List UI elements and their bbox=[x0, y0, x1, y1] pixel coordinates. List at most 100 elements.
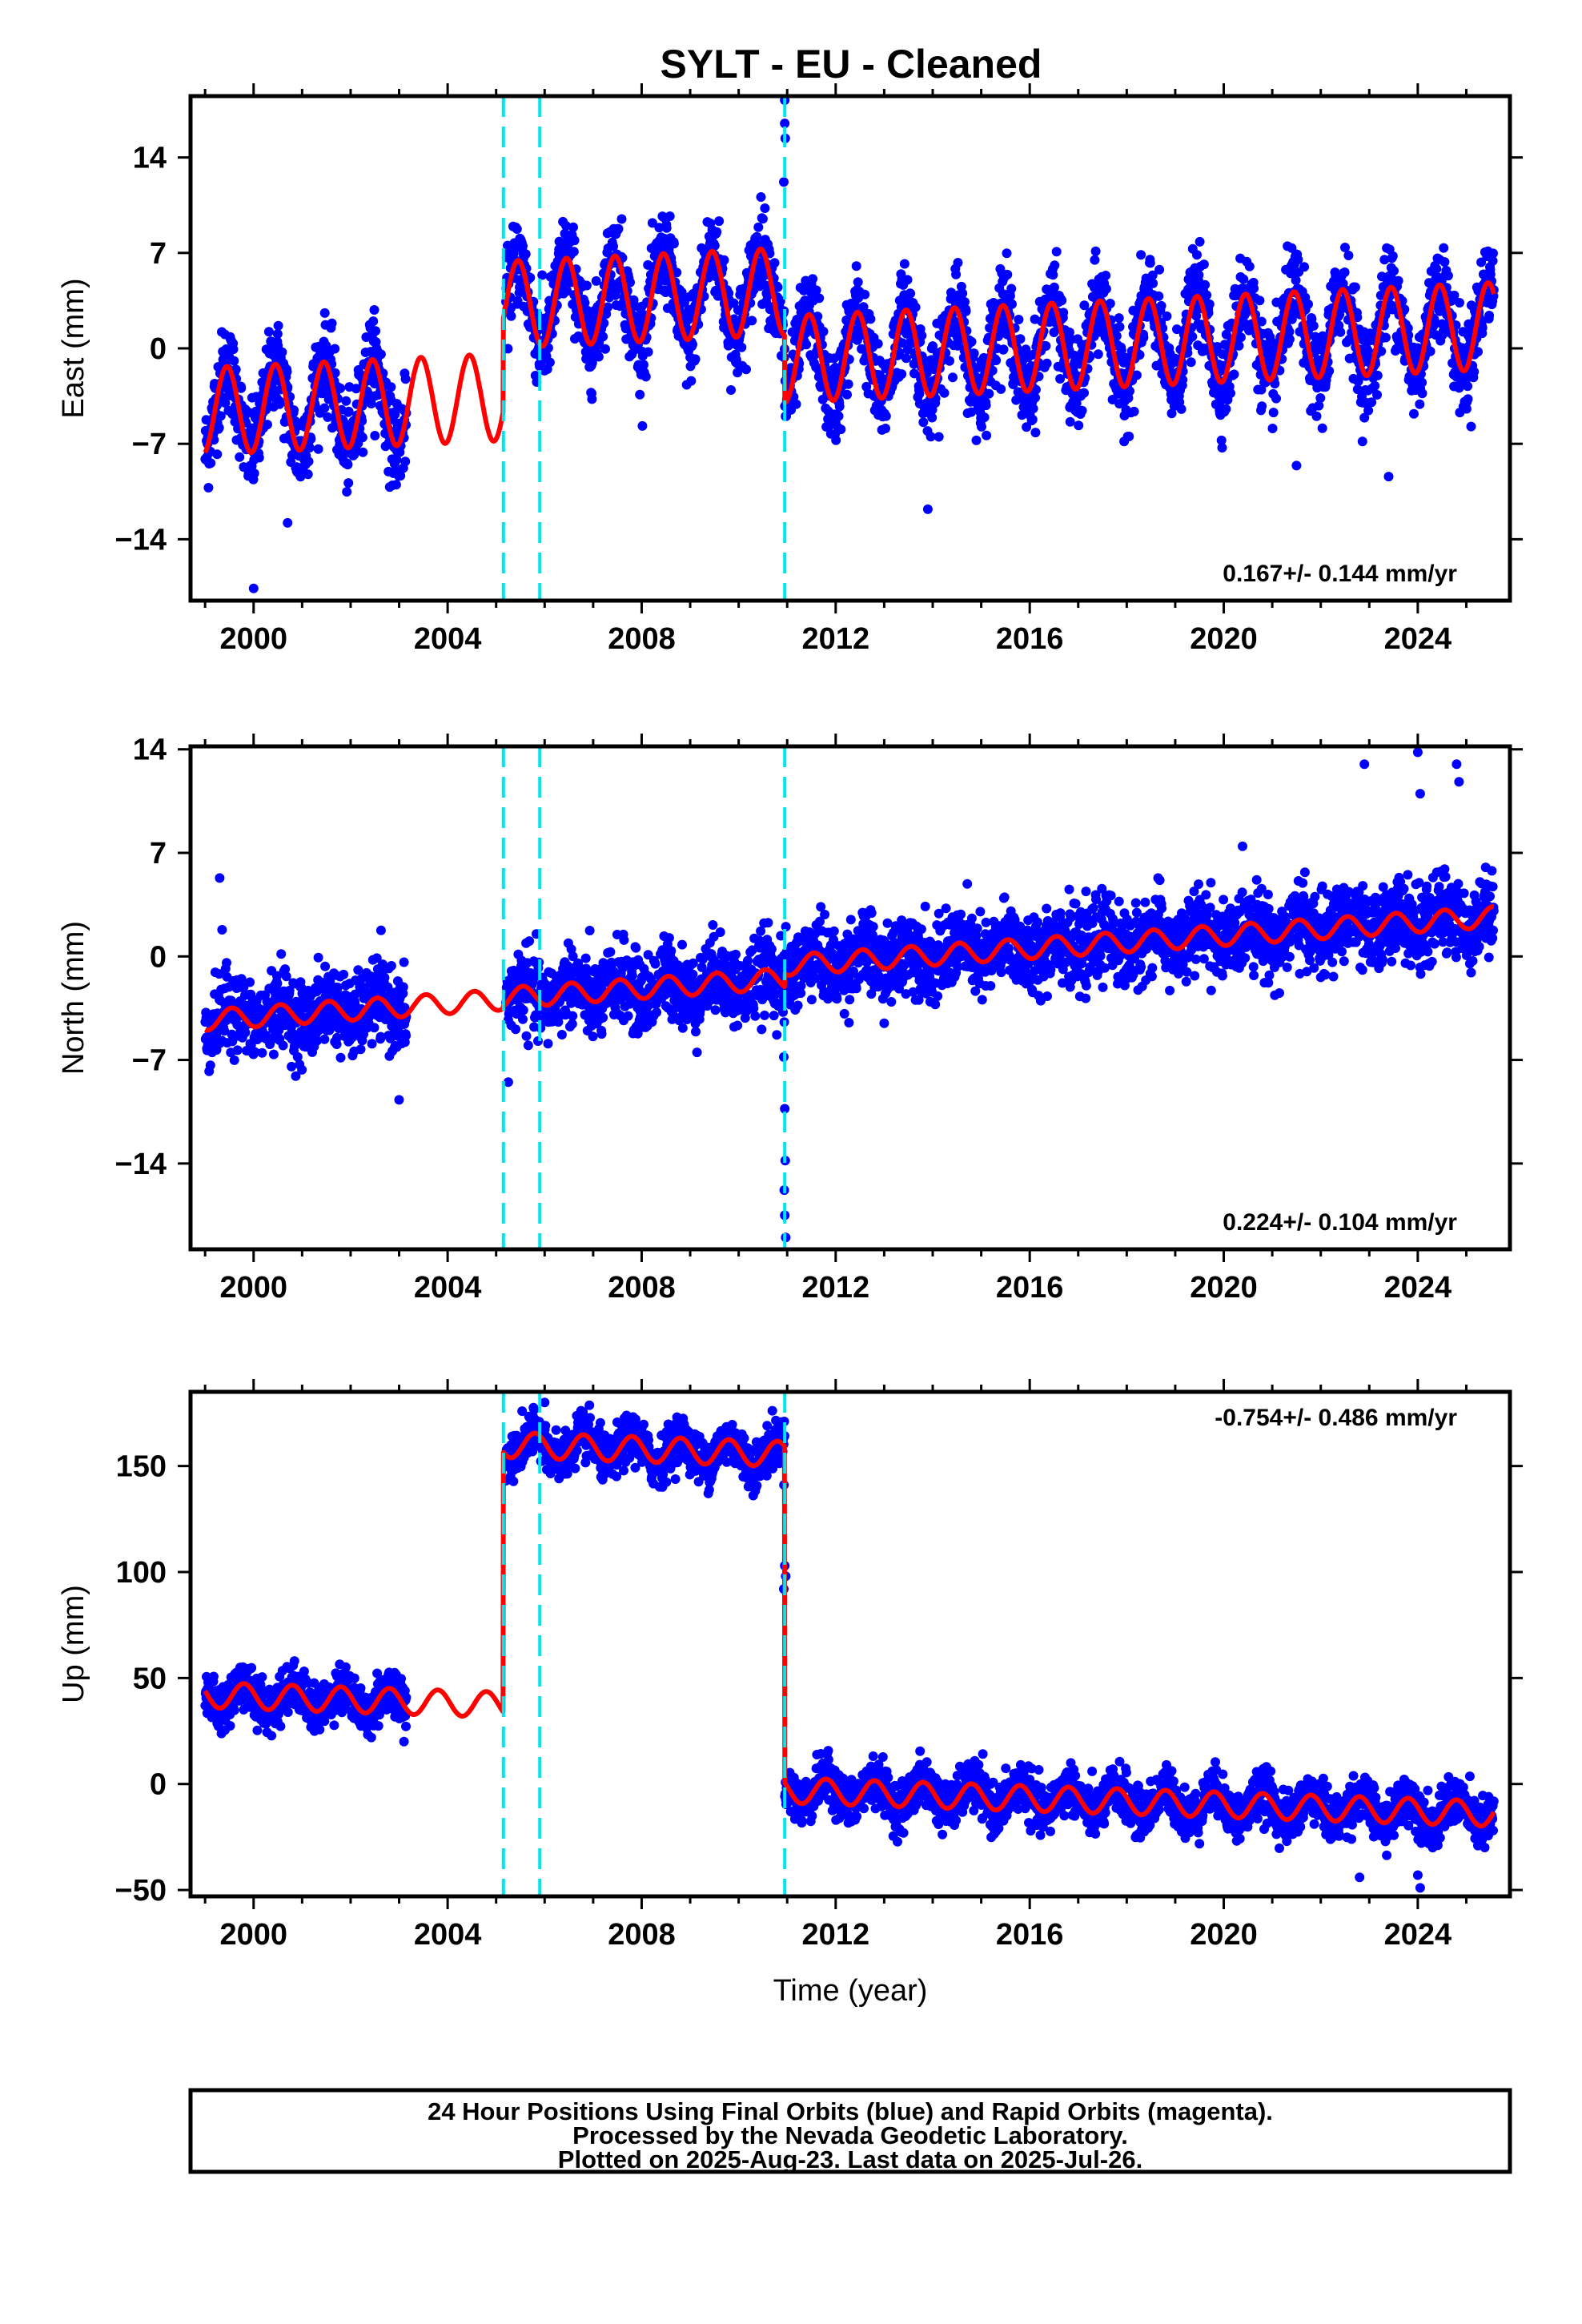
observation-point bbox=[1195, 236, 1205, 247]
observation-point bbox=[235, 452, 245, 462]
observation-point bbox=[1372, 390, 1382, 400]
observation-point bbox=[249, 468, 259, 479]
observation-point bbox=[201, 415, 211, 425]
observation-point bbox=[982, 430, 992, 440]
observation-point bbox=[1124, 432, 1134, 441]
observation-point bbox=[712, 227, 722, 237]
observation-point bbox=[1477, 323, 1488, 333]
observation-point bbox=[512, 224, 522, 234]
observation-point bbox=[1217, 443, 1227, 453]
observation-point bbox=[357, 432, 367, 443]
observation-point bbox=[1156, 300, 1166, 311]
observation-point bbox=[518, 1005, 528, 1015]
observation-point bbox=[319, 403, 330, 413]
observation-point bbox=[1065, 416, 1075, 427]
observation-point bbox=[733, 368, 743, 378]
observation-point bbox=[1380, 332, 1391, 343]
observation-point bbox=[518, 241, 528, 251]
observation-point bbox=[1431, 263, 1442, 274]
observation-point bbox=[1221, 404, 1231, 414]
observation-point bbox=[231, 364, 241, 375]
observation-point bbox=[640, 372, 651, 382]
observation-point bbox=[958, 288, 968, 299]
observation-point bbox=[561, 221, 572, 231]
observation-point bbox=[367, 1039, 377, 1049]
observation-point bbox=[581, 280, 592, 291]
observation-point bbox=[343, 460, 353, 470]
observation-point bbox=[1042, 358, 1052, 368]
observation-point bbox=[603, 302, 613, 312]
observation-point bbox=[1463, 394, 1473, 404]
observation-point bbox=[1101, 283, 1111, 294]
observation-point bbox=[215, 411, 226, 421]
observation-point bbox=[1339, 267, 1350, 277]
observation-point bbox=[1256, 316, 1267, 327]
observation-point bbox=[1299, 262, 1310, 272]
observation-point bbox=[769, 258, 780, 268]
panels-container: 2000 2004 2008 2012 2016 2020 2024−14−70714Eas… bbox=[57, 83, 1523, 2008]
observation-point bbox=[1267, 424, 1278, 433]
observation-point bbox=[981, 400, 991, 411]
observation-point bbox=[1049, 282, 1059, 292]
observation-point bbox=[677, 1023, 688, 1033]
observation-point bbox=[297, 1064, 307, 1075]
observation-point bbox=[537, 270, 548, 280]
observation-point bbox=[588, 1031, 598, 1042]
observation-point bbox=[1425, 346, 1435, 356]
observation-point bbox=[741, 364, 751, 375]
observation-point bbox=[568, 1011, 578, 1021]
observation-point bbox=[1417, 388, 1427, 399]
observation-point bbox=[686, 376, 697, 386]
observation-point bbox=[1200, 279, 1211, 290]
observation-point bbox=[353, 965, 363, 975]
observation-point bbox=[996, 384, 1006, 394]
observation-point bbox=[203, 483, 214, 493]
outlier-point bbox=[1383, 472, 1394, 482]
observation-point bbox=[512, 296, 523, 306]
observation-point bbox=[1409, 408, 1419, 419]
observation-point bbox=[1194, 270, 1204, 280]
observation-point bbox=[761, 280, 771, 291]
outlier-point bbox=[757, 214, 768, 224]
observation-point bbox=[1129, 406, 1139, 416]
observation-point bbox=[639, 360, 648, 370]
observation-point bbox=[613, 223, 624, 234]
observation-point bbox=[1002, 248, 1012, 259]
observation-point bbox=[664, 933, 674, 943]
observation-point bbox=[1439, 243, 1449, 253]
observation-point bbox=[1239, 274, 1249, 284]
observation-point bbox=[691, 1027, 701, 1037]
observation-point bbox=[752, 231, 762, 242]
observation-point bbox=[834, 401, 845, 412]
observation-point bbox=[1255, 296, 1265, 306]
x-tick-label: 2012 bbox=[802, 622, 870, 656]
observation-point bbox=[953, 258, 963, 267]
observation-point bbox=[860, 289, 870, 300]
observation-point bbox=[391, 480, 401, 490]
observation-point bbox=[520, 249, 531, 259]
observation-point bbox=[236, 974, 247, 984]
observation-point bbox=[521, 1031, 532, 1041]
observation-point bbox=[276, 949, 287, 959]
observation-point bbox=[843, 379, 853, 389]
observation-point bbox=[523, 1040, 533, 1051]
observation-point bbox=[623, 1011, 633, 1021]
observation-point bbox=[524, 936, 535, 947]
observation-point bbox=[1488, 248, 1498, 259]
observation-point bbox=[977, 421, 986, 432]
observation-point bbox=[635, 389, 645, 400]
observation-point bbox=[801, 340, 812, 350]
y-tick-label: −7 bbox=[132, 428, 167, 461]
observation-point bbox=[643, 347, 653, 357]
observation-point bbox=[709, 240, 720, 251]
observation-point bbox=[951, 269, 962, 279]
observation-point bbox=[934, 432, 944, 442]
observation-point bbox=[1268, 408, 1279, 418]
observation-point bbox=[289, 405, 299, 416]
observation-point bbox=[596, 1029, 607, 1039]
observation-point bbox=[306, 434, 316, 444]
observation-point bbox=[386, 961, 396, 971]
observation-point bbox=[330, 368, 340, 378]
observation-point bbox=[858, 302, 869, 312]
observation-point bbox=[1463, 381, 1473, 392]
